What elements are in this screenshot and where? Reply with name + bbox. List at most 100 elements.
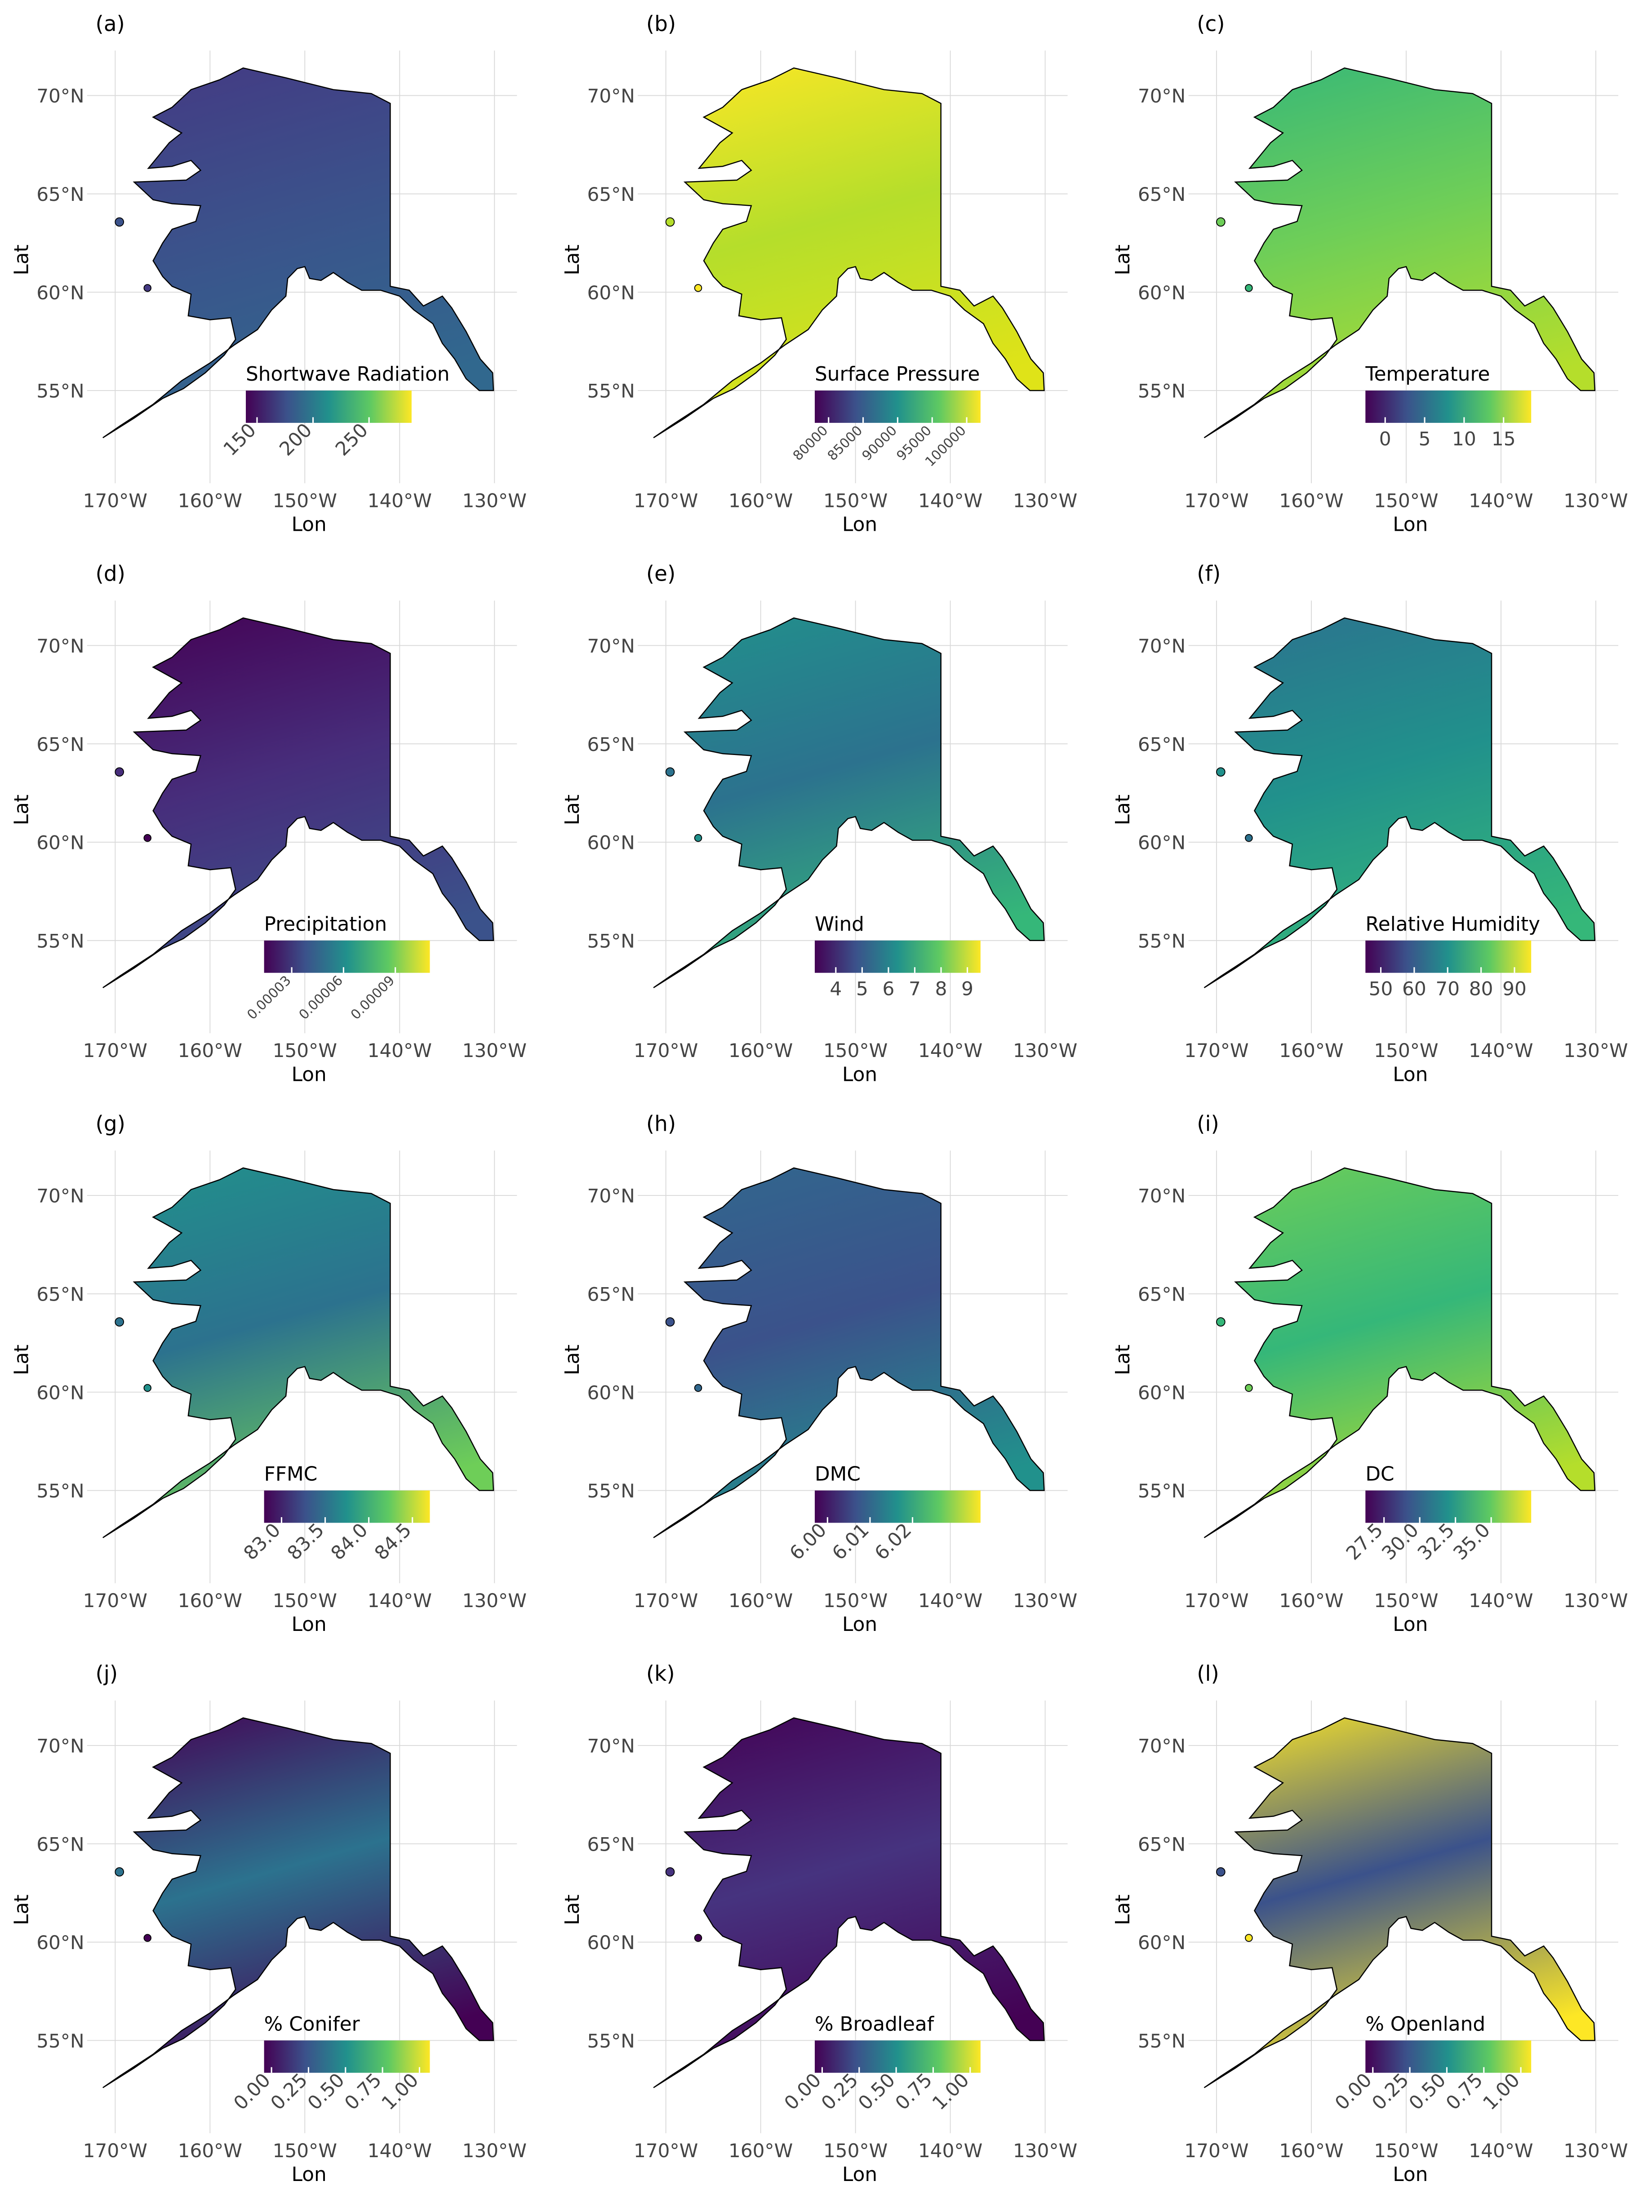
alaska-map xyxy=(653,617,1045,988)
x-tick-label: 140°W xyxy=(1469,1590,1533,1612)
x-tick-label: 170°W xyxy=(1184,1590,1248,1612)
x-tick-label: 140°W xyxy=(918,1590,982,1612)
colorbar-tick-label: 83.5 xyxy=(283,1519,329,1564)
x-axis-title: Lon xyxy=(292,1063,327,1086)
y-tick-label: 60°N xyxy=(587,1381,635,1404)
x-tick-label: 150°W xyxy=(1374,1590,1438,1612)
legend-title: Shortwave Radiation xyxy=(246,363,450,386)
island xyxy=(665,1867,675,1877)
x-tick-label: 170°W xyxy=(83,2140,147,2162)
x-axis-title: Lon xyxy=(842,513,877,536)
colorbar-tick-label: 6.02 xyxy=(870,1519,916,1564)
y-tick-label: 55°N xyxy=(587,930,635,952)
island xyxy=(694,284,702,292)
colorbar-tick-label: 30.0 xyxy=(1377,1519,1423,1564)
x-tick-label: 140°W xyxy=(918,1039,982,1062)
x-axis-title: Lon xyxy=(1393,513,1428,536)
colorbar xyxy=(264,2040,430,2073)
y-tick-label: 65°N xyxy=(36,183,84,205)
y-tick-label: 55°N xyxy=(36,2030,84,2052)
x-axis-title: Lon xyxy=(1393,1063,1428,1086)
y-tick-label: 70°N xyxy=(587,1185,635,1207)
y-axis-title: Lat xyxy=(10,1345,33,1375)
alaska-map xyxy=(102,1717,494,2088)
x-tick-label: 160°W xyxy=(1279,1039,1343,1062)
y-tick-label: 55°N xyxy=(1138,2030,1186,2052)
y-tick-label: 60°N xyxy=(36,1932,84,1954)
x-axis-title: Lon xyxy=(842,1063,877,1086)
y-axis-title: Lat xyxy=(1111,1894,1134,1925)
y-tick-label: 55°N xyxy=(36,1480,84,1502)
colorbar-tick-label: 7 xyxy=(909,978,921,1000)
colorbar-tick-label: 0.00 xyxy=(780,2069,825,2114)
colorbar-tick-label: 80 xyxy=(1469,978,1493,1000)
island xyxy=(115,217,124,227)
legend-title: % Openland xyxy=(1365,2012,1485,2035)
colorbar-tick-label: 90 xyxy=(1502,978,1527,1000)
colorbar xyxy=(814,2040,981,2073)
alaska-map xyxy=(653,1167,1045,1538)
panel-label: (a) xyxy=(96,12,125,36)
island xyxy=(1216,767,1226,777)
x-tick-label: 140°W xyxy=(1469,489,1533,511)
colorbar-tick-label: 6.01 xyxy=(828,1519,873,1564)
x-tick-label: 130°W xyxy=(1563,1590,1628,1612)
colorbar-tick-label: 0.75 xyxy=(1442,2069,1487,2114)
y-tick-label: 60°N xyxy=(36,282,84,304)
colorbar-tick-label: 0.00 xyxy=(229,2069,275,2114)
y-tick-label: 70°N xyxy=(1138,1185,1186,1207)
y-axis-title: Lat xyxy=(561,244,584,275)
y-tick-label: 65°N xyxy=(1138,733,1186,755)
x-tick-label: 160°W xyxy=(728,1590,793,1612)
y-axis-title: Lat xyxy=(561,1894,584,1925)
y-tick-label: 55°N xyxy=(1138,930,1186,952)
x-tick-label: 150°W xyxy=(273,1039,337,1062)
alaska-map xyxy=(1203,67,1596,439)
y-tick-label: 60°N xyxy=(1138,832,1186,854)
colorbar-tick-label: 0.75 xyxy=(891,2069,936,2114)
panel-label: (g) xyxy=(96,1111,125,1136)
y-tick-label: 70°N xyxy=(1138,85,1186,107)
x-tick-label: 150°W xyxy=(823,1039,888,1062)
y-tick-label: 70°N xyxy=(1138,1735,1186,1757)
colorbar-tick-label: 250 xyxy=(331,419,373,460)
x-tick-label: 130°W xyxy=(1563,489,1628,511)
panel: (e) 55°N 60°N 65°N 70°N 170°W 160°W 150°W 140°W 1… xyxy=(561,562,1077,1086)
colorbar-tick-label: 0.00003 xyxy=(244,973,294,1023)
x-tick-label: 140°W xyxy=(918,489,982,511)
x-tick-label: 170°W xyxy=(1184,489,1248,511)
colorbar-tick-label: 6 xyxy=(883,978,895,1000)
colorbar-tick-label: 27.5 xyxy=(1342,1519,1387,1564)
x-tick-label: 130°W xyxy=(1013,489,1077,511)
colorbar xyxy=(1365,391,1532,423)
colorbar-tick-label: 84.5 xyxy=(370,1519,416,1564)
colorbar-tick-label: 9 xyxy=(961,978,973,1000)
y-axis-title: Lat xyxy=(10,244,33,275)
island xyxy=(115,1867,124,1877)
x-tick-label: 150°W xyxy=(823,489,888,511)
y-tick-label: 55°N xyxy=(36,380,84,402)
x-tick-label: 140°W xyxy=(918,2140,982,2162)
panel-label: (e) xyxy=(646,562,675,586)
colorbar-tick-label: 83.0 xyxy=(239,1519,284,1564)
legend-title: Precipitation xyxy=(264,913,387,936)
island xyxy=(115,767,124,777)
x-tick-label: 130°W xyxy=(1563,2140,1628,2162)
y-tick-label: 65°N xyxy=(36,1833,84,1855)
y-tick-label: 65°N xyxy=(1138,1284,1186,1306)
y-tick-label: 65°N xyxy=(587,1833,635,1855)
y-tick-label: 70°N xyxy=(36,635,84,657)
y-axis-title: Lat xyxy=(1111,795,1134,825)
island xyxy=(694,1934,702,1942)
y-tick-label: 55°N xyxy=(587,2030,635,2052)
panel-label: (d) xyxy=(96,562,125,586)
panel-label: (l) xyxy=(1197,1661,1219,1686)
x-tick-label: 170°W xyxy=(634,1590,698,1612)
x-tick-label: 160°W xyxy=(178,2140,242,2162)
y-tick-label: 70°N xyxy=(587,1735,635,1757)
colorbar xyxy=(814,940,981,973)
island xyxy=(1245,284,1253,292)
alaska-map xyxy=(1203,617,1596,988)
colorbar-tick-label: 0.50 xyxy=(854,2069,899,2114)
